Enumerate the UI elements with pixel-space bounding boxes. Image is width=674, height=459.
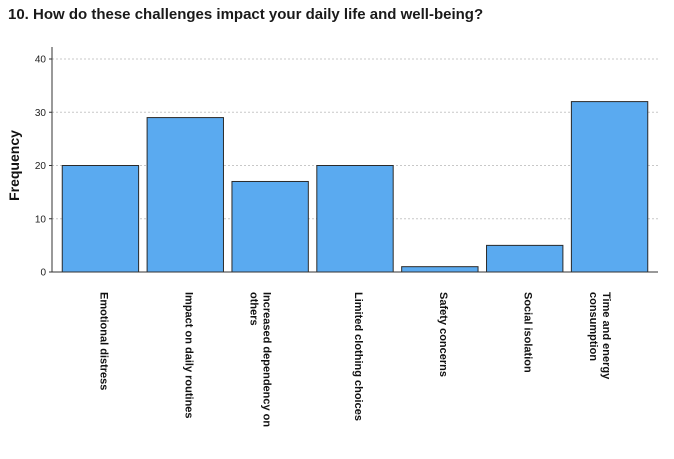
bar xyxy=(486,244,564,273)
category-label: Impact on daily routines xyxy=(182,292,194,419)
category-label-line: Time and energy xyxy=(600,292,612,380)
bar xyxy=(61,165,140,273)
category-label-line: others xyxy=(248,292,260,326)
category-label: Increased dependency onothers xyxy=(248,292,273,427)
chart-title: 10. How do these challenges impact your … xyxy=(8,6,484,23)
y-tick-label: 0 xyxy=(40,268,46,279)
category-label: Time and energyconsumption xyxy=(587,292,612,380)
category-label: Emotional distress xyxy=(97,292,109,390)
category-label-line: Limited clothing choices xyxy=(352,292,364,421)
category-label-line: Social isolation xyxy=(522,292,534,373)
category-label-line: consumption xyxy=(587,292,599,361)
category-label-line: Increased dependency on xyxy=(261,292,273,427)
category-label-line: Impact on daily routines xyxy=(182,292,194,419)
axes xyxy=(51,47,658,273)
y-tick-label: 30 xyxy=(35,108,47,119)
bar xyxy=(316,165,394,273)
y-tick-label: 20 xyxy=(35,161,47,172)
y-axis-label: Frequency xyxy=(6,130,22,201)
category-label: Safety concerns xyxy=(437,292,449,377)
bar xyxy=(146,117,224,273)
bar xyxy=(231,180,309,273)
y-tick-labels: 0 10 20 30 40 xyxy=(35,55,52,279)
category-label: Social isolation xyxy=(522,292,534,373)
bar xyxy=(401,266,479,273)
category-label-line: Emotional distress xyxy=(97,292,109,390)
category-label-line: Safety concerns xyxy=(437,292,449,377)
category-label: Limited clothing choices xyxy=(352,292,364,421)
bar xyxy=(570,101,649,273)
category-labels: Emotional distress Impact on daily routin… xyxy=(97,292,612,427)
y-tick-label: 40 xyxy=(35,55,47,66)
y-tick-label: 10 xyxy=(35,214,47,225)
bars xyxy=(61,101,649,273)
